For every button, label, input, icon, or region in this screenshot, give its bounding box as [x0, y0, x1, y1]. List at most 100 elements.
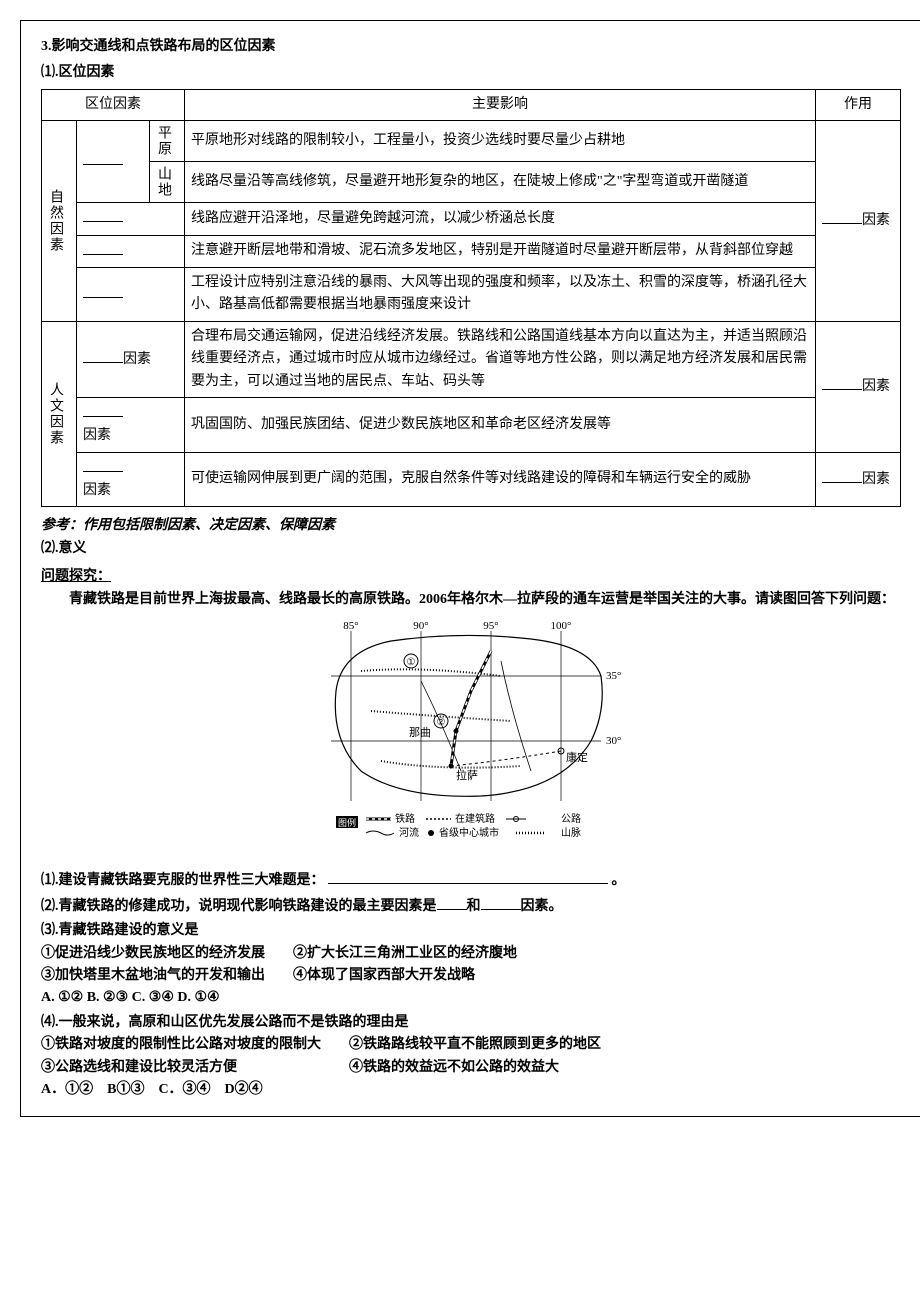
document-page: 3.影响交通线和点铁路布局的区位因素 ⑴.区位因素 区位因素 主要影响 作用 自…: [20, 20, 920, 1117]
sub-cell: 平原: [150, 121, 185, 162]
role-cell: 因素: [816, 452, 901, 507]
role-suffix: 因素: [862, 472, 890, 487]
sub-label: 因素: [123, 352, 151, 367]
blank-line: [328, 869, 608, 884]
marker-label: ②: [437, 717, 446, 728]
map-container: 85° 90° 95° 100° 35° 30° ①: [41, 621, 901, 859]
subsection-1: ⑴.区位因素: [41, 62, 901, 84]
blank-cell: [77, 121, 150, 203]
q4-opt-line: ①铁路对坡度的限制性比公路对坡度的限制大 ②铁路路线较平直不能照顾到更多的地区: [41, 1034, 901, 1056]
blank-line: [83, 207, 123, 222]
blank-line: [481, 895, 521, 910]
blank-line: [822, 375, 862, 390]
q3-opt-line: ①促进沿线少数民族地区的经济发展 ②扩大长江三角洲工业区的经济腹地: [41, 943, 901, 965]
table-row: 线路应避开沿泽地，尽量避免跨越河流，以减少桥涵总长度: [42, 203, 901, 235]
legend-label: 铁路: [395, 812, 415, 825]
table-row: 工程设计应特别注意沿线的暴雨、大风等出现的强度和频率，以及冻土、积雪的深度等，桥…: [42, 267, 901, 321]
blank-cell: [77, 203, 185, 235]
effect-cell: 合理布局交通运输网，促进沿线经济发展。铁路线和公路国道线基本方向以直达为主，并适…: [185, 321, 816, 397]
city-dot: [449, 764, 454, 769]
question-2: ⑵.青藏铁路的修建成功，说明现代影响铁路建设的最主要因素是 和 因素。: [41, 895, 901, 918]
human-label-cell: 人文因素: [42, 321, 77, 507]
sub-cell: 山地: [150, 162, 185, 203]
human-label: 人文因素: [48, 382, 66, 446]
role-cell: 因素: [816, 321, 901, 452]
effect-cell: 巩固国防、加强民族团结、促进少数民族地区和革命老区经济发展等: [185, 397, 816, 452]
role-suffix: 因素: [862, 379, 890, 394]
blank-line: [83, 402, 123, 417]
lat-label: 35°: [606, 670, 621, 682]
lon-label: 100°: [551, 621, 572, 632]
role-cell: 因素: [816, 121, 901, 322]
lon-label: 95°: [483, 621, 498, 632]
marker-label: ①: [407, 657, 416, 668]
table-row: 因素 巩固国防、加强民族团结、促进少数民族地区和革命老区经济发展等: [42, 397, 901, 452]
sub-label: 因素: [83, 428, 111, 443]
legend-label: 河流: [399, 826, 419, 839]
effect-cell: 工程设计应特别注意沿线的暴雨、大风等出现的强度和频率，以及冻土、积雪的深度等，桥…: [185, 267, 816, 321]
legend-city-dot-icon: [428, 830, 434, 836]
legend-label: 省级中心城市: [439, 826, 499, 839]
q4-opt-line: ③公路选线和建设比较灵活方便 ④铁路的效益远不如公路的效益大: [41, 1057, 901, 1079]
blank-line: [83, 150, 123, 165]
effect-cell: 可使运输网伸展到更广阔的范围，克服自然条件等对线路建设的障碍和车辆运行安全的威胁: [185, 452, 816, 507]
factors-table: 区位因素 主要影响 作用 自然因素 平原 平原地形对线路的限制较小，工程量小，投…: [41, 89, 901, 508]
reference-note: 参考：作用包括限制因素、决定因素、保障因素: [41, 515, 901, 537]
inquiry-label: 问题探究：: [41, 566, 901, 588]
blank-line: [822, 209, 862, 224]
q2-end: 因素。: [521, 899, 563, 914]
inquiry-text: 青藏铁路是目前世界上海拔最高、线路最长的高原铁路。2006年格尔木—拉萨段的通车…: [41, 589, 901, 611]
sub-label: 山地: [156, 166, 174, 198]
city-label: 拉萨: [456, 768, 478, 782]
lat-label: 30°: [606, 735, 621, 747]
effect-cell: 线路应避开沿泽地，尽量避免跨越河流，以减少桥涵总长度: [185, 203, 816, 235]
legend-label: 在建筑路: [455, 812, 495, 825]
role-suffix: 因素: [862, 213, 890, 228]
th-effect: 主要影响: [185, 89, 816, 120]
lon-label: 90°: [413, 621, 428, 632]
th-role: 作用: [816, 89, 901, 120]
legend-label: 公路: [561, 812, 581, 825]
legend-label: 山脉: [561, 826, 581, 839]
q2-mid: 和: [467, 899, 481, 914]
effect-cell: 平原地形对线路的限制较小，工程量小，投资少选线时要尽量少占耕地: [185, 121, 816, 162]
sub-cell: 因素: [77, 452, 185, 507]
natural-label: 自然因素: [48, 189, 66, 253]
city-label: 那曲: [409, 726, 431, 739]
sub-label: 平原: [156, 125, 174, 157]
blank-line: [437, 895, 467, 910]
q3-opt-line: ③加快塔里木盆地油气的开发和输出 ④体现了国家西部大开发战略: [41, 965, 901, 987]
section-title: 3.影响交通线和点铁路布局的区位因素: [41, 36, 901, 58]
blank-line: [822, 468, 862, 483]
blank-line: [83, 240, 123, 255]
effect-cell: 注意避开断层地带和滑坡、泥石流多发地区，特别是开凿隧道时尽量避开断层带，从背斜部…: [185, 235, 816, 267]
q1-text: ⑴.建设青藏铁路要克服的世界性三大难题是：: [41, 873, 325, 888]
table-row: 人文因素 因素 合理布局交通运输网，促进沿线经济发展。铁路线和公路国道线基本方向…: [42, 321, 901, 397]
city-dot: [454, 729, 459, 734]
question-3: ⑶.青藏铁路建设的意义是: [41, 920, 901, 942]
lon-label: 85°: [343, 621, 358, 632]
table-row: 注意避开断层地带和滑坡、泥石流多发地区，特别是开凿隧道时尽量避开断层带，从背斜部…: [42, 235, 901, 267]
table-header-row: 区位因素 主要影响 作用: [42, 89, 901, 120]
subsection-2: ⑵.意义: [41, 538, 901, 560]
question-4: ⑷.一般来说，高原和山区优先发展公路而不是铁路的理由是: [41, 1012, 901, 1034]
question-1: ⑴.建设青藏铁路要克服的世界性三大难题是： 。: [41, 869, 901, 892]
table-row: 因素 可使运输网伸展到更广阔的范围，克服自然条件等对线路建设的障碍和车辆运行安全…: [42, 452, 901, 507]
q4-choices: A．①② B①③ C．③④ D②④: [41, 1079, 901, 1101]
sub-cell: 因素: [77, 397, 185, 452]
blank-cell: [77, 267, 185, 321]
blank-cell: [77, 235, 185, 267]
q1-end: 。: [612, 873, 626, 888]
th-factor: 区位因素: [42, 89, 185, 120]
effect-cell: 线路尽量沿等高线修筑，尽量避开地形复杂的地区，在陡坡上修成"之"字型弯道或开凿隧…: [185, 162, 816, 203]
blank-line: [83, 283, 123, 298]
table-row: 山地 线路尽量沿等高线修筑，尽量避开地形复杂的地区，在陡坡上修成"之"字型弯道或…: [42, 162, 901, 203]
table-row: 自然因素 平原 平原地形对线路的限制较小，工程量小，投资少选线时要尽量少占耕地 …: [42, 121, 901, 162]
blank-line: [83, 457, 123, 472]
sub-label: 因素: [83, 483, 111, 498]
natural-label-cell: 自然因素: [42, 121, 77, 322]
legend-title: 图例: [338, 817, 356, 828]
sub-cell: 因素: [77, 321, 185, 397]
map-svg: 85° 90° 95° 100° 35° 30° ①: [301, 621, 641, 851]
q2-pre: ⑵.青藏铁路的修建成功，说明现代影响铁路建设的最主要因素是: [41, 899, 437, 914]
